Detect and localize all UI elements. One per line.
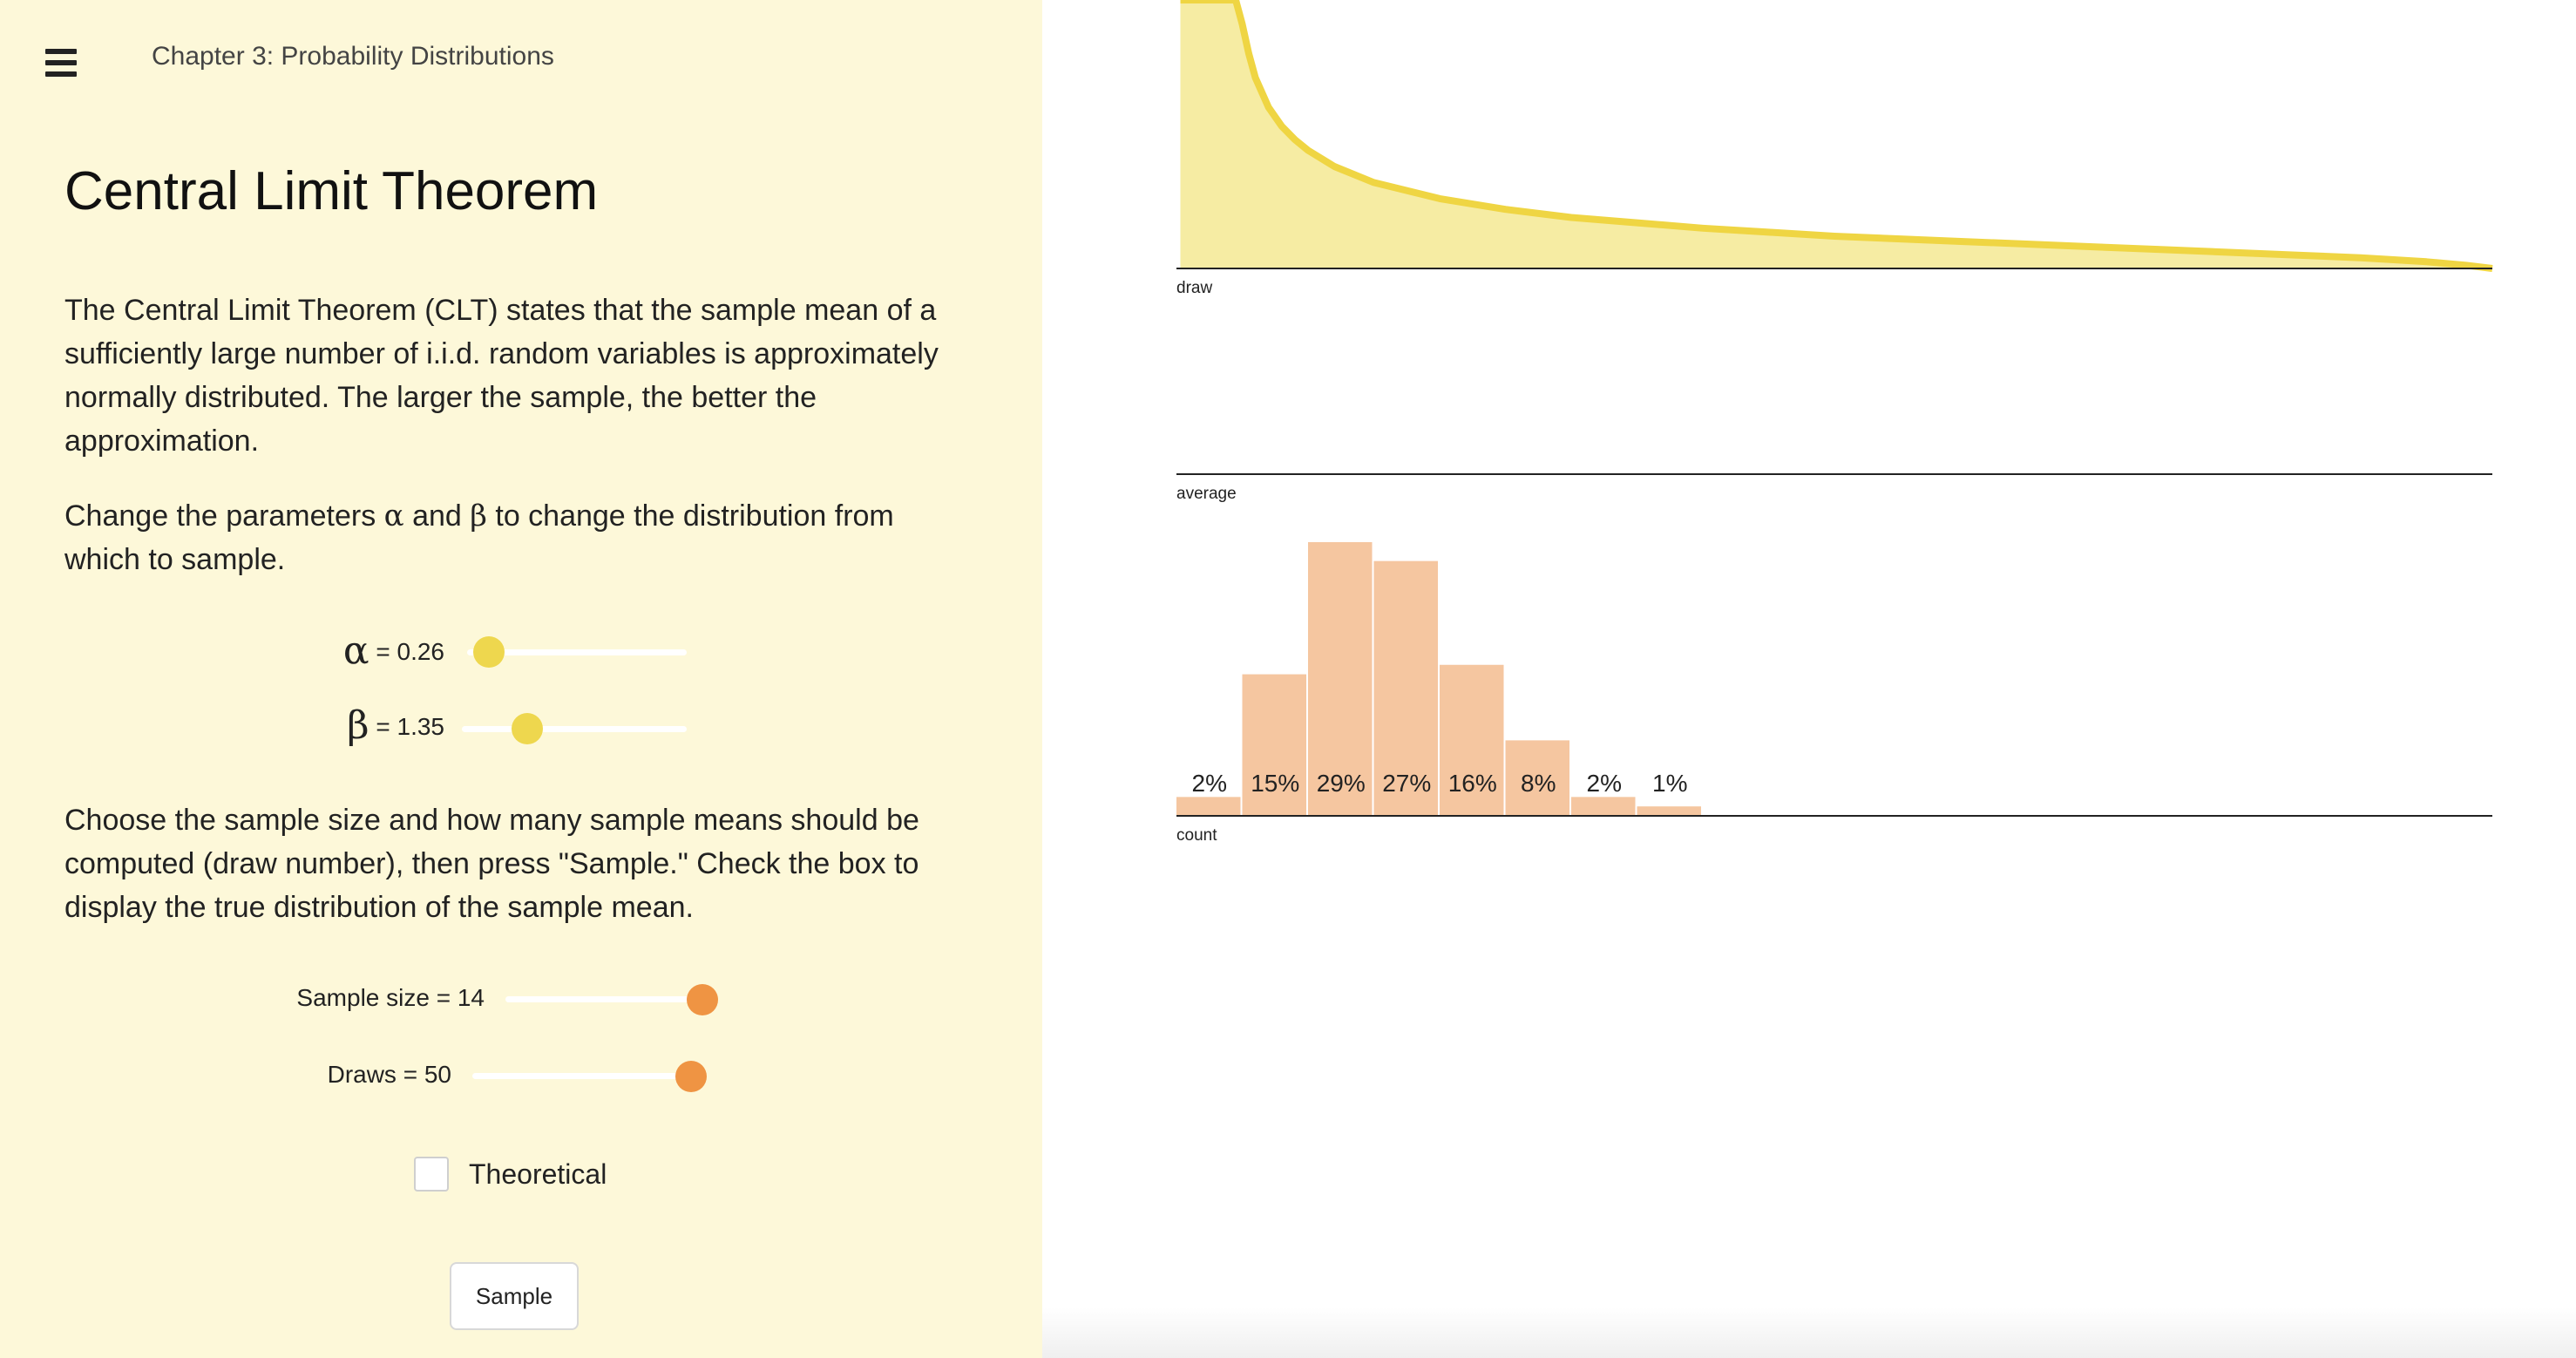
alpha-label-symbol: α — [342, 628, 369, 673]
histogram-bar — [1373, 560, 1438, 816]
draw-density-chart: draw — [1176, 0, 2493, 297]
sidebar-panel: Chapter 3: Probability Distributions Cen… — [0, 0, 1042, 1358]
draws-label: Draws = 50 — [327, 1061, 451, 1088]
beta-label: β = 1.35 — [347, 704, 444, 749]
histogram-bar-label: 8% — [1521, 770, 1556, 797]
count-axis-label: count — [1176, 826, 1217, 845]
beta-value: = 1.35 — [369, 713, 444, 740]
draw-axis-label: draw — [1176, 279, 1212, 297]
histogram-bar-label: 2% — [1192, 770, 1227, 797]
sample-instructions: Choose the sample size and how many samp… — [64, 804, 919, 924]
histogram-bar-label: 2% — [1587, 770, 1622, 797]
histogram-bar-label: 1% — [1652, 770, 1687, 797]
sample-size-slider-thumb[interactable] — [686, 984, 718, 1015]
histogram-bar-label: 15% — [1251, 770, 1299, 797]
alpha-label: α = 0.26 — [343, 629, 444, 674]
histogram-bar-label: 16% — [1448, 770, 1497, 797]
beta-label-symbol: β — [347, 703, 369, 748]
count-histogram: 2% 15% 29% 27% 16% 8% 2% 1% count — [1176, 542, 2492, 845]
sample-size-slider-track[interactable] — [505, 996, 715, 1002]
histogram-bar-label: 29% — [1317, 770, 1366, 797]
beta-slider-track[interactable] — [462, 726, 687, 732]
draws-label-group: Draws = 50 — [227, 1053, 451, 1097]
histogram-bar — [1637, 806, 1701, 816]
sample-size-label-group: Sample size = 14 — [227, 976, 485, 1020]
sample-size-label: Sample size = 14 — [296, 984, 485, 1011]
beta-label-group: β = 1.35 — [314, 704, 444, 748]
alpha-slider-track[interactable] — [467, 649, 687, 655]
chapter-title[interactable]: Chapter 3: Probability Distributions — [152, 42, 554, 71]
draws-slider-thumb[interactable] — [675, 1061, 707, 1092]
histogram-bar — [1242, 674, 1306, 816]
theoretical-label[interactable]: Theoretical — [469, 1158, 607, 1190]
alpha-label-group: α = 0.26 — [314, 629, 444, 673]
beta-symbol: β — [470, 499, 487, 533]
page-title: Central Limit Theorem — [64, 161, 599, 221]
alpha-symbol: α — [383, 499, 404, 533]
histogram-bar — [1176, 797, 1241, 816]
intro-paragraph: The Central Limit Theorem (CLT) states t… — [64, 294, 939, 458]
hamburger-icon[interactable] — [45, 49, 77, 77]
alpha-slider-thumb[interactable] — [473, 636, 505, 668]
parameter-instructions: Change the parameters α and β to change … — [64, 494, 971, 581]
sample-button[interactable]: Sample — [450, 1262, 579, 1330]
density-curve — [1180, 0, 2493, 272]
instructions-text-1: Change the parameters — [64, 499, 384, 533]
average-axis-label: average — [1176, 485, 1237, 503]
density-area — [1180, 0, 2492, 268]
histogram-bar — [1571, 797, 1636, 816]
beta-slider-thumb[interactable] — [511, 713, 543, 744]
histogram-bar — [1505, 740, 1569, 816]
draws-slider-track[interactable] — [472, 1073, 695, 1079]
alpha-value: = 0.26 — [369, 638, 444, 665]
bottom-scroll-shadow — [1042, 1307, 2576, 1358]
histogram-bar — [1308, 542, 1373, 816]
average-chart: average — [1176, 473, 2492, 503]
histogram-bar-label: 27% — [1382, 770, 1431, 797]
instructions-text-3: to change the distribution from which to… — [64, 499, 894, 576]
histogram-bar — [1440, 664, 1504, 816]
instructions-text-2: and — [403, 499, 471, 533]
theoretical-checkbox[interactable] — [414, 1157, 449, 1192]
